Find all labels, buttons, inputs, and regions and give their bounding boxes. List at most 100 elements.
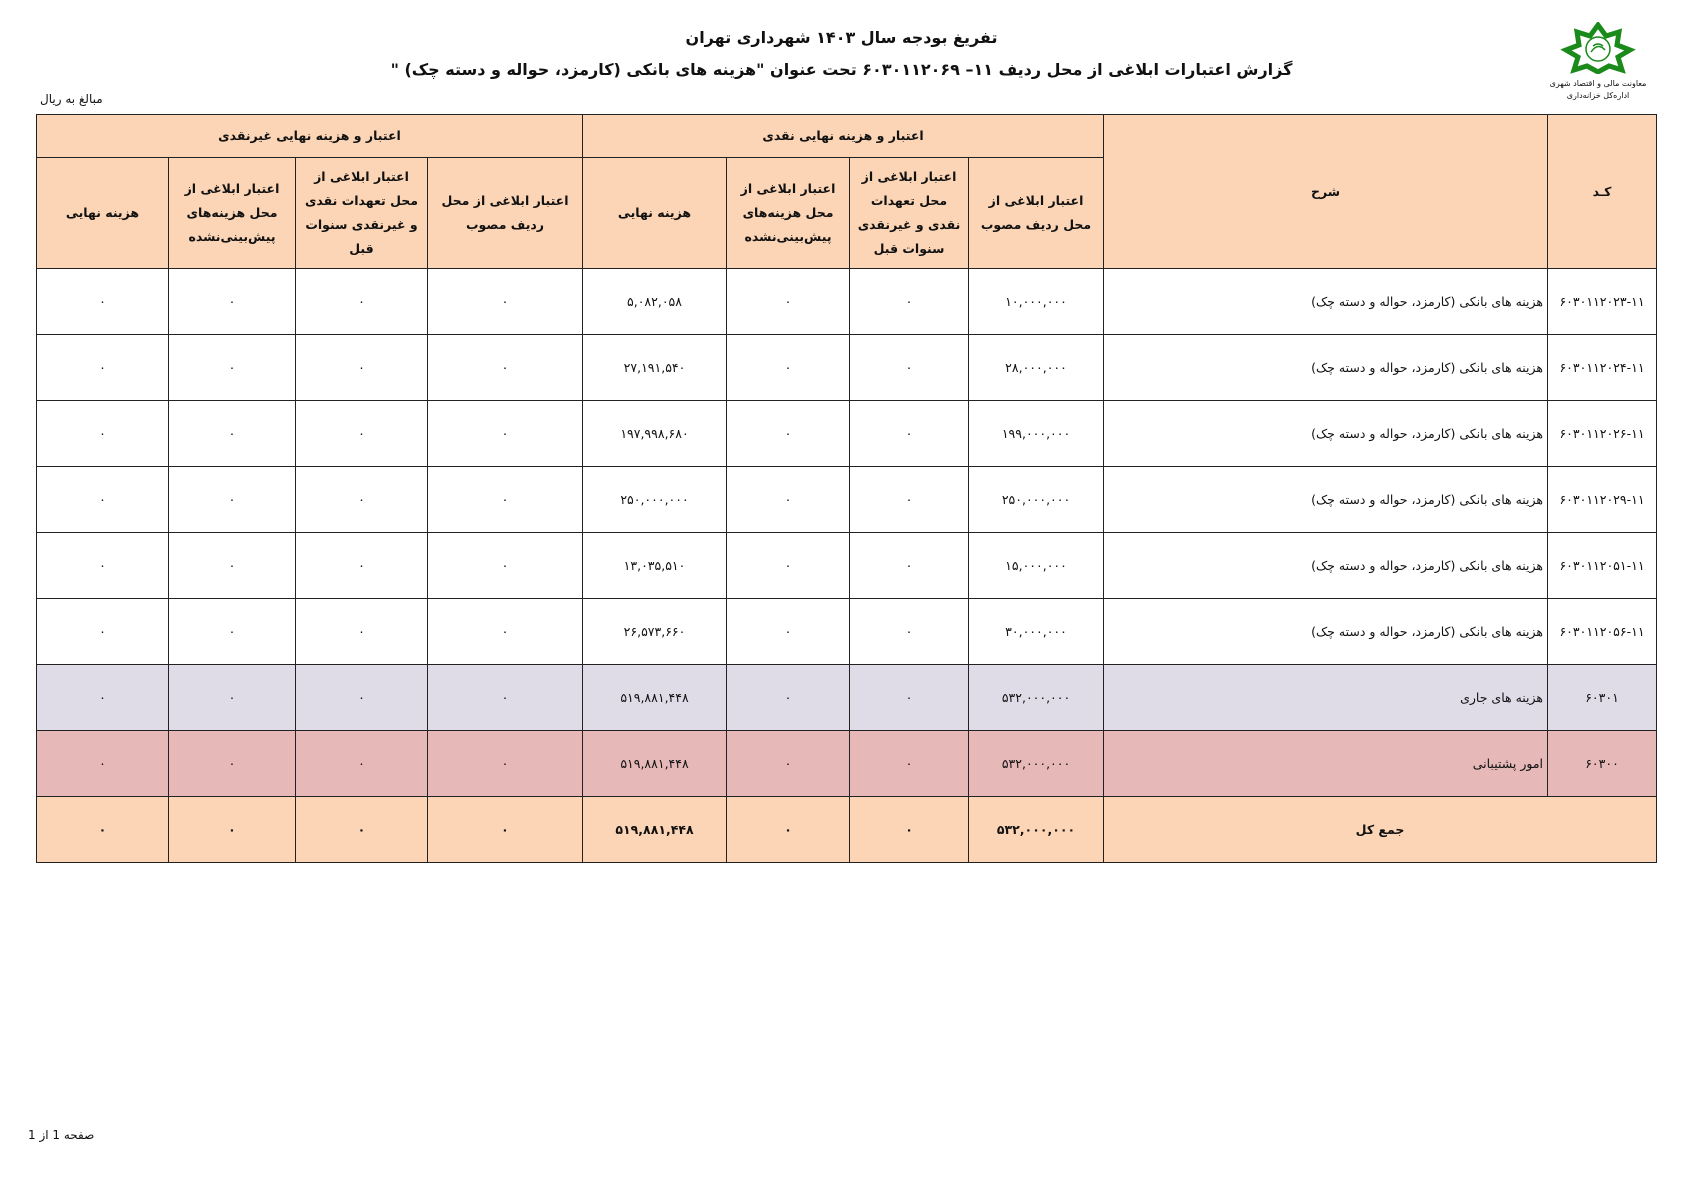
cell-value: ۲۶,۵۷۳,۶۶۰ — [581, 598, 728, 665]
cell-total-value: ۰ — [295, 796, 428, 863]
cell-description: هزینه های جاری — [1103, 664, 1549, 731]
cell-value: ۱۳,۰۳۵,۵۱۰ — [581, 532, 728, 599]
cell-value: ۰ — [295, 334, 428, 401]
cell-value: ۲۸,۰۰۰,۰۰۰ — [968, 334, 1105, 401]
cell-value: ۱۹۹,۰۰۰,۰۰۰ — [968, 400, 1105, 467]
cell-value: ۰ — [849, 598, 970, 665]
budget-table: کـد شرح اعتبار و هزینه نهایی نقدی اعتبار… — [36, 114, 1658, 863]
cell-code: ۶۰۳۰۱۱۲۰۵۱-۱۱ — [1547, 532, 1658, 599]
cell-code: ۶۰۳۰۱۱۲۰۲۹-۱۱ — [1547, 466, 1658, 533]
cell-description: هزینه های بانکی (کارمزد، حواله و دسته چک… — [1103, 598, 1549, 665]
cell-description: هزینه های بانکی (کارمزد، حواله و دسته چک… — [1103, 532, 1549, 599]
municipality-logo: معاونت مالی و اقتصاد شهری اداره‌کل خزانه… — [1538, 20, 1658, 102]
report-title: تفریغ بودجه سال ۱۴۰۳ شهرداری تهران — [685, 28, 998, 47]
table-row: ۶۰۳۰۱۱۲۰۲۶-۱۱ هزینه های بانکی (کارمزد، حو… — [36, 400, 1658, 467]
cell-total-value: ۵۳۲,۰۰۰,۰۰۰ — [968, 796, 1105, 863]
header-cash-prior-commitments: اعتبار ابلاغی از محل تعهدات نقدی و غیرنق… — [849, 157, 970, 269]
cell-value: ۰ — [427, 598, 583, 665]
cell-value: ۰ — [295, 532, 428, 599]
cell-value: ۵۱۹,۸۸۱,۴۴۸ — [581, 664, 728, 731]
table-row: ۶۰۳۰۱۱۲۰۵۱-۱۱ هزینه های بانکی (کارمزد، حو… — [36, 532, 1658, 599]
cell-value: ۰ — [849, 466, 970, 533]
cell-value: ۵۱۹,۸۸۱,۴۴۸ — [581, 730, 728, 797]
cell-description: هزینه های بانکی (کارمزد، حواله و دسته چک… — [1103, 400, 1549, 467]
cell-total-value: ۰ — [849, 796, 970, 863]
cell-value: ۰ — [36, 466, 169, 533]
cell-value: ۲۵۰,۰۰۰,۰۰۰ — [581, 466, 728, 533]
cell-value: ۰ — [427, 664, 583, 731]
cell-code: ۶۰۳۰۱ — [1547, 664, 1658, 731]
cell-value: ۰ — [427, 532, 583, 599]
cell-value: ۰ — [168, 730, 296, 797]
cell-value: ۰ — [168, 598, 296, 665]
cell-value: ۵۳۲,۰۰۰,۰۰۰ — [968, 664, 1105, 731]
cell-value: ۰ — [849, 730, 970, 797]
cell-value: ۰ — [36, 664, 169, 731]
header-noncash-prior-commitments: اعتبار ابلاغی از محل تعهدات نقدی و غیرنق… — [295, 157, 428, 269]
cell-value: ۰ — [849, 268, 970, 335]
cell-description: هزینه های بانکی (کارمزد، حواله و دسته چک… — [1103, 334, 1549, 401]
cell-value: ۰ — [427, 268, 583, 335]
cell-value: ۰ — [295, 268, 428, 335]
cell-value: ۰ — [726, 466, 851, 533]
cell-value: ۰ — [36, 730, 169, 797]
header-noncash-approved: اعتبار ابلاغی از محل ردیف مصوب — [427, 157, 583, 269]
cell-value: ۳۰,۰۰۰,۰۰۰ — [968, 598, 1105, 665]
tehran-municipality-logo-icon — [1560, 20, 1636, 75]
cell-total-value: ۰ — [726, 796, 851, 863]
header-cash-unforeseen: اعتبار ابلاغی از محل هزینه‌های پیش‌بینی‌… — [726, 157, 851, 269]
cell-value: ۰ — [295, 400, 428, 467]
cell-code: ۶۰۳۰۱۱۲۰۲۶-۱۱ — [1547, 400, 1658, 467]
cell-total-value: ۰ — [427, 796, 583, 863]
cell-value: ۰ — [36, 268, 169, 335]
report-subtitle: گزارش اعتبارات ابلاغی از محل ردیف ۱۱– ۶۰… — [390, 60, 1293, 79]
cell-value: ۰ — [168, 400, 296, 467]
header-noncash-unforeseen: اعتبار ابلاغی از محل هزینه‌های پیش‌بینی‌… — [168, 157, 296, 269]
cell-value: ۰ — [427, 334, 583, 401]
cell-code: ۶۰۳۰۱۱۲۰۲۳-۱۱ — [1547, 268, 1658, 335]
cell-value: ۰ — [295, 598, 428, 665]
cell-value: ۰ — [849, 532, 970, 599]
header-group-noncash: اعتبار و هزینه نهایی غیرنقدی — [36, 114, 583, 158]
cell-value: ۰ — [36, 598, 169, 665]
cell-value: ۱۹۷,۹۹۸,۶۸۰ — [581, 400, 728, 467]
cell-total-value: ۵۱۹,۸۸۱,۴۴۸ — [581, 796, 728, 863]
cell-value: ۰ — [168, 334, 296, 401]
header-noncash-final: هزینه نهایی — [36, 157, 169, 269]
grand-total-row: جمع کل ۵۳۲,۰۰۰,۰۰۰ ۰ ۰ ۵۱۹,۸۸۱,۴۴۸ ۰ ۰ ۰ ۰ — [36, 796, 1658, 863]
cell-value: ۰ — [36, 532, 169, 599]
header-code: کـد — [1547, 114, 1658, 269]
cell-total-value: ۰ — [36, 796, 169, 863]
cell-value: ۰ — [168, 664, 296, 731]
cell-value: ۰ — [849, 664, 970, 731]
header-cash-approved: اعتبار ابلاغی از محل ردیف مصوب — [968, 157, 1105, 269]
cell-code: ۶۰۳۰۱۱۲۰۲۴-۱۱ — [1547, 334, 1658, 401]
subtotal-row: ۶۰۳۰۱ هزینه های جاری ۵۳۲,۰۰۰,۰۰۰ ۰ ۰ ۵۱۹,۸۸۱,… — [36, 664, 1658, 731]
cell-value: ۰ — [726, 532, 851, 599]
cell-total-value: ۰ — [168, 796, 296, 863]
header-group-cash: اعتبار و هزینه نهایی نقدی — [581, 114, 1105, 158]
cell-value: ۰ — [849, 334, 970, 401]
table-row: ۶۰۳۰۱۱۲۰۲۹-۱۱ هزینه های بانکی (کارمزد، حو… — [36, 466, 1658, 533]
cell-value: ۰ — [295, 664, 428, 731]
cell-value: ۰ — [427, 730, 583, 797]
cell-value: ۱۰,۰۰۰,۰۰۰ — [968, 268, 1105, 335]
logo-line2: اداره‌کل خزانه‌داری — [1566, 91, 1630, 100]
section-total-row: ۶۰۳۰۰ امور پشتیبانی ۵۳۲,۰۰۰,۰۰۰ ۰ ۰ ۵۱۹,۸۸۱,۴… — [36, 730, 1658, 797]
table-row: ۶۰۳۰۱۱۲۰۲۳-۱۱ هزینه های بانکی (کارمزد، حو… — [36, 268, 1658, 335]
cell-value: ۵۳۲,۰۰۰,۰۰۰ — [968, 730, 1105, 797]
grand-total-label: جمع کل — [1103, 796, 1658, 863]
cell-value: ۱۵,۰۰۰,۰۰۰ — [968, 532, 1105, 599]
cell-value: ۰ — [726, 400, 851, 467]
cell-description: امور پشتیبانی — [1103, 730, 1549, 797]
table-row: ۶۰۳۰۱۱۲۰۲۴-۱۱ هزینه های بانکی (کارمزد، حو… — [36, 334, 1658, 401]
cell-value: ۰ — [726, 598, 851, 665]
cell-value: ۰ — [726, 334, 851, 401]
cell-description: هزینه های بانکی (کارمزد، حواله و دسته چک… — [1103, 466, 1549, 533]
cell-value: ۰ — [726, 730, 851, 797]
cell-value: ۰ — [726, 268, 851, 335]
table-row: ۶۰۳۰۱۱۲۰۵۶-۱۱ هزینه های بانکی (کارمزد، حو… — [36, 598, 1658, 665]
cell-value: ۲۵۰,۰۰۰,۰۰۰ — [968, 466, 1105, 533]
cell-value: ۰ — [849, 400, 970, 467]
cell-value: ۰ — [168, 268, 296, 335]
